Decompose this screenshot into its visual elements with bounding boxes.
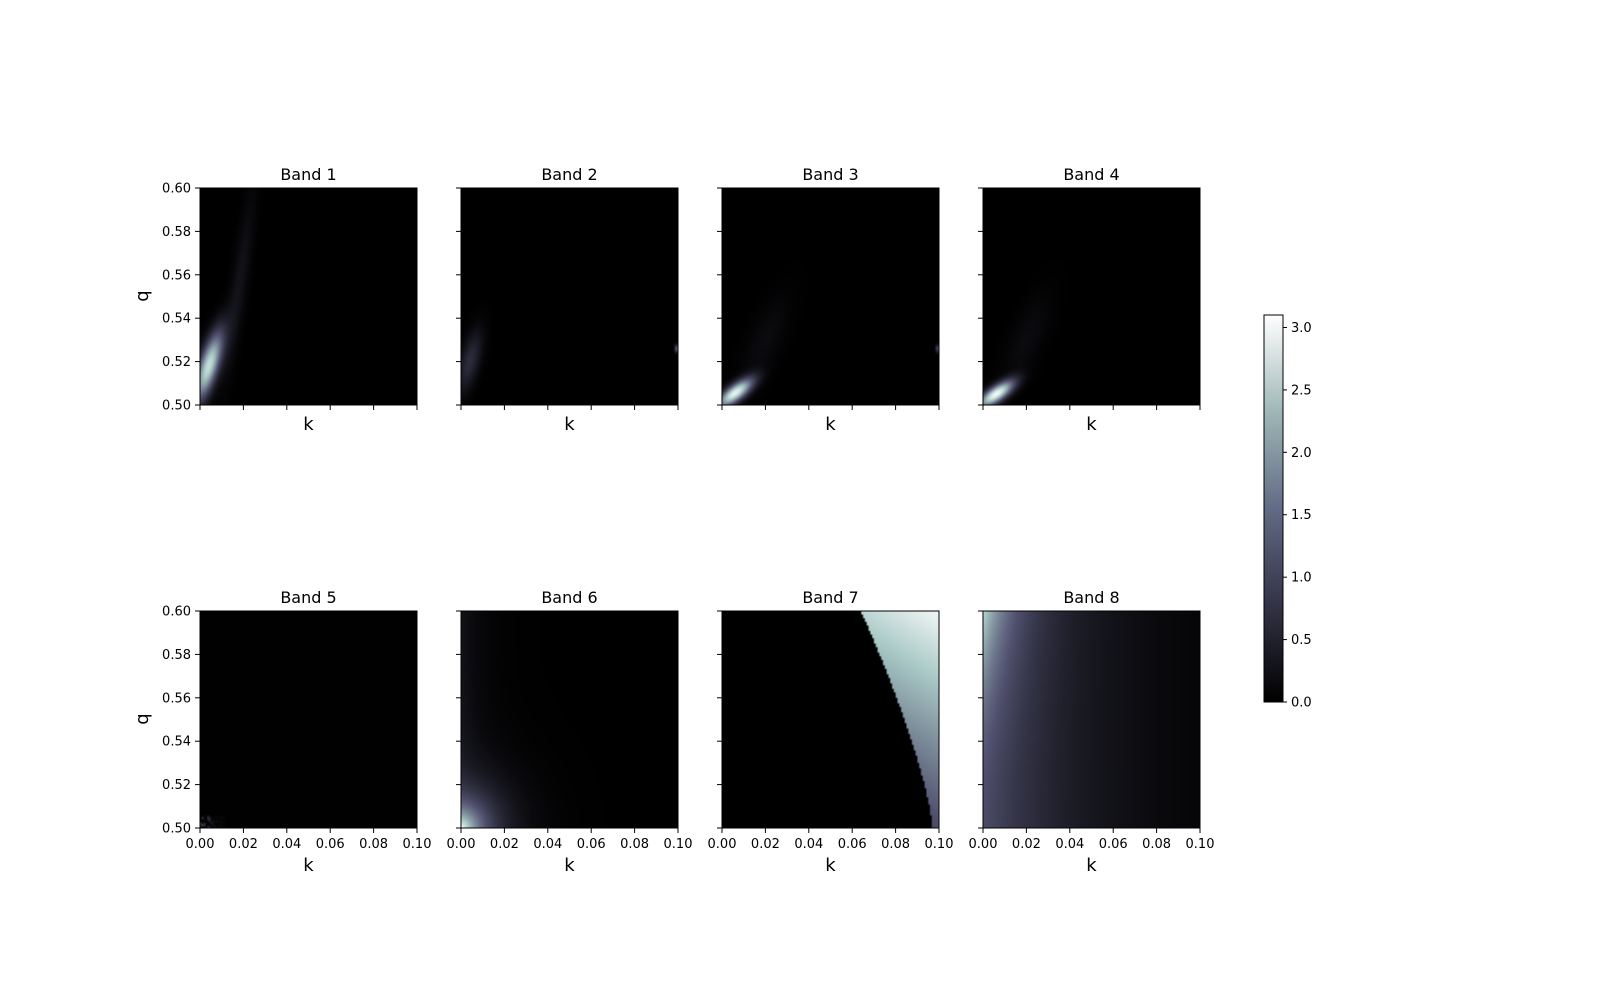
- band-8-heatmap: [983, 611, 1200, 828]
- band-8-x-tick-label: 0.06: [1099, 837, 1128, 852]
- band-1-y-tick-label: 0.52: [162, 355, 191, 370]
- band-7-heatmap: [722, 611, 939, 828]
- band-8-x-tick-label: 0.08: [1142, 837, 1171, 852]
- panel-band-3: Band 3 k: [717, 165, 940, 435]
- band-5-x-tick-label: 0.08: [359, 837, 388, 852]
- panel-band-8: Band 8 0.00 0.02 0.04 0.06 0.08 0.10 k: [969, 588, 1215, 876]
- band-8-title: Band 8: [1063, 588, 1119, 607]
- band-2-heatmap: [461, 188, 678, 405]
- band-1-heatmap: [200, 188, 417, 405]
- band-5-x-tick-label: 0.04: [272, 837, 301, 852]
- band-5-y-tick-label: 0.60: [162, 605, 191, 620]
- band-6-heatmap: [461, 611, 678, 828]
- colorbar: 0.0 0.5 1.0 1.5 2.0 2.5 3.0: [1263, 314, 1312, 711]
- colorbar-tick-label: 3.0: [1291, 321, 1312, 336]
- band-2-title: Band 2: [541, 165, 597, 184]
- band-5-y-tick-label: 0.56: [162, 691, 191, 706]
- panel-band-1: Band 1 k 0.50 0.52 0.54 0.56 0.58 0.60 q: [132, 165, 418, 435]
- band-6-x-tick-label: 0.02: [490, 837, 519, 852]
- band-2-frame: [460, 187, 679, 406]
- band-5-x-axis-label: k: [303, 855, 314, 876]
- band-5-frame: [199, 610, 418, 829]
- colorbar-tick-label: 2.5: [1291, 383, 1312, 398]
- band-5-x-tick-label: 0.00: [186, 837, 215, 852]
- band-1-x-axis-label: k: [303, 414, 314, 435]
- colorbar-tick-label: 1.5: [1291, 508, 1312, 523]
- band-8-x-tick-label: 0.10: [1186, 837, 1215, 852]
- colorbar-tick-label: 0.5: [1291, 633, 1312, 648]
- band-6-x-tick-label: 0.00: [447, 837, 476, 852]
- band-8-x-tick-label: 0.02: [1012, 837, 1041, 852]
- band-4-frame: [982, 187, 1201, 406]
- band-1-y-tick-label: 0.58: [162, 225, 191, 240]
- band-1-y-tick-label: 0.56: [162, 268, 191, 283]
- band-8-x-tick-label: 0.04: [1055, 837, 1084, 852]
- panel-band-4: Band 4 k: [978, 165, 1201, 435]
- band-1-y-axis-label: q: [132, 290, 153, 301]
- band-1-y-tick-label: 0.60: [162, 182, 191, 197]
- band-7-x-tick-label: 0.00: [708, 837, 737, 852]
- colorbar-bar: [1263, 314, 1284, 703]
- band-7-x-tick-label: 0.04: [794, 837, 823, 852]
- band-7-x-tick-label: 0.06: [838, 837, 867, 852]
- band-5-x-tick-label: 0.06: [316, 837, 345, 852]
- colorbar-tick-label: 1.0: [1291, 571, 1312, 586]
- band-1-y-tick-label: 0.54: [162, 312, 191, 327]
- band-5-y-tick-label: 0.54: [162, 735, 191, 750]
- band-6-frame: [460, 610, 679, 829]
- band-2-x-axis-label: k: [564, 414, 575, 435]
- band-5-y-tick-label: 0.58: [162, 648, 191, 663]
- band-7-x-axis-label: k: [825, 855, 836, 876]
- band-1-y-tick-label: 0.50: [162, 399, 191, 414]
- band-7-title: Band 7: [802, 588, 858, 607]
- band-7-x-tick-label: 0.10: [925, 837, 954, 852]
- panel-band-6: Band 6 0.00 0.02 0.04 0.06 0.08 0.10 k: [447, 588, 693, 876]
- panel-band-7: Band 7 0.00 0.02 0.04 0.06 0.08 0.10 k: [708, 588, 954, 876]
- band-7-x-tick-label: 0.02: [751, 837, 780, 852]
- band-8-x-axis-label: k: [1086, 855, 1097, 876]
- band-5-x-tick-label: 0.02: [229, 837, 258, 852]
- band-5-x-tick-label: 0.10: [403, 837, 432, 852]
- colorbar-tick-label: 2.0: [1291, 446, 1312, 461]
- band-3-heatmap: [722, 188, 939, 405]
- band-6-x-tick-label: 0.08: [620, 837, 649, 852]
- band-5-title: Band 5: [280, 588, 336, 607]
- band-4-title: Band 4: [1063, 165, 1119, 184]
- band-6-x-tick-label: 0.10: [664, 837, 693, 852]
- band-3-frame: [721, 187, 940, 406]
- band-5-heatmap: [200, 611, 417, 828]
- band-5-y-tick-label: 0.52: [162, 778, 191, 793]
- band-8-frame: [982, 610, 1201, 829]
- band-6-x-tick-label: 0.04: [533, 837, 562, 852]
- band-1-frame: [199, 187, 418, 406]
- band-6-title: Band 6: [541, 588, 597, 607]
- band-3-title: Band 3: [802, 165, 858, 184]
- panel-band-5: Band 5 0.00 0.02 0.04 0.06 0.08 0.10 k 0.50 0.52 0…: [132, 588, 431, 876]
- colorbar-tick-label: 0.0: [1291, 696, 1312, 711]
- band-7-x-tick-label: 0.08: [881, 837, 910, 852]
- band-6-x-axis-label: k: [564, 855, 575, 876]
- panel-band-2: Band 2 k: [456, 165, 679, 435]
- band-1-title: Band 1: [280, 165, 336, 184]
- band-6-x-tick-label: 0.06: [577, 837, 606, 852]
- band-7-frame: [721, 610, 940, 829]
- band-4-x-axis-label: k: [1086, 414, 1097, 435]
- band-8-x-tick-label: 0.00: [969, 837, 998, 852]
- band-4-heatmap: [983, 188, 1200, 405]
- band-3-x-axis-label: k: [825, 414, 836, 435]
- band-5-y-tick-label: 0.50: [162, 822, 191, 837]
- band-5-y-axis-label: q: [132, 713, 153, 724]
